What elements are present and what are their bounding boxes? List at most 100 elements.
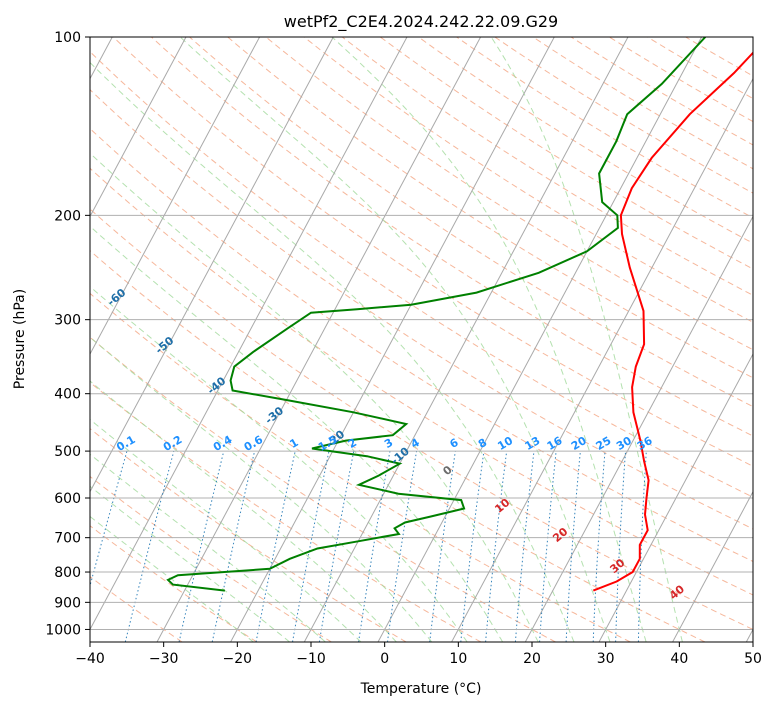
plot-frame [89, 36, 754, 643]
y-tick-label: 1000 [45, 622, 81, 638]
mixing-ratio-line [485, 451, 508, 642]
dry-adiabat [90, 208, 753, 630]
isotherm [90, 37, 261, 356]
moist-adiabat [90, 380, 397, 642]
isotherm [303, 37, 629, 642]
mixing-ratio-label: 36 [635, 434, 655, 453]
moist-adiabat [90, 418, 362, 642]
temperature-line [592, 51, 753, 592]
dry-adiabat [685, 37, 753, 77]
y-tick-label: 600 [54, 491, 81, 507]
mixing-ratio-label: 25 [594, 434, 614, 453]
mixing-ratio-line [514, 451, 535, 642]
isotherm [377, 37, 703, 642]
moist-adiabat [90, 285, 468, 642]
y-tick-label: 500 [54, 444, 81, 460]
dry-adiabat [90, 127, 753, 563]
isotherm [672, 490, 753, 642]
mixing-ratio-line [539, 451, 557, 642]
y-tick-label: 300 [54, 313, 81, 329]
dry-adiabat [265, 37, 753, 351]
dry-adiabat [90, 475, 332, 642]
mixing-ratio-line [178, 450, 225, 642]
dry-adiabat [90, 525, 258, 642]
dry-adiabat [90, 576, 183, 642]
mixing-ratio-line [429, 451, 456, 642]
x-tick-label: 50 [744, 651, 762, 667]
dry-adiabat [90, 51, 753, 498]
mixing-ratio-line [460, 451, 485, 642]
mixing-ratio-label: 20 [569, 434, 589, 453]
profile-series [166, 37, 753, 592]
isotherm [745, 628, 753, 642]
mixing-ratio-label: 10 [495, 434, 515, 453]
moist-adiabat [90, 61, 575, 642]
x-tick-label: 0 [380, 651, 389, 667]
isotherm [90, 37, 187, 218]
moist-adiabat [90, 225, 504, 642]
dry-adiabat [90, 336, 556, 642]
isotherm [598, 353, 753, 642]
mixing-ratio-line [615, 451, 627, 642]
y-tick-label: 100 [54, 30, 81, 46]
moist-adiabat [90, 485, 290, 642]
isotherm-label: -80 [14, 181, 38, 204]
x-tick-label: −20 [223, 651, 253, 667]
y-axis-ticks: 100 200 300 400 500 600 700 800 900 1000 [45, 30, 90, 638]
x-axis-label: Temperature (°C) [360, 681, 482, 697]
y-tick-label: 700 [54, 531, 81, 547]
mixing-ratio-line [255, 450, 296, 642]
moist-adiabat [90, 453, 326, 642]
dewpoint-line [166, 37, 707, 592]
x-tick-label: 10 [449, 651, 467, 667]
chart-title: wetPf2_C2E4.2024.242.22.09.G29 [284, 12, 558, 32]
x-tick-label: 30 [597, 651, 615, 667]
mixing-ratio-line [124, 450, 175, 642]
isotherm [90, 37, 408, 631]
moist-adiabat [90, 336, 433, 642]
moist-adiabat [90, 152, 539, 642]
mixing-ratio-line [90, 450, 128, 588]
dry-adiabat [647, 37, 753, 100]
x-tick-label: 20 [523, 651, 541, 667]
dry-adiabat [90, 292, 631, 642]
dry-adiabat [90, 381, 482, 642]
background-lines [90, 37, 753, 642]
dry-adiabat [380, 37, 753, 270]
isotherm [230, 37, 555, 642]
y-tick-label: 200 [54, 208, 81, 224]
dry-adiabat [90, 250, 706, 642]
y-tick-label: 900 [54, 595, 81, 611]
dry-adiabat [90, 427, 407, 642]
y-tick-label: 400 [54, 387, 81, 403]
mixing-ratio-line [565, 451, 581, 642]
mixing-ratio-label: 2 [346, 436, 359, 451]
dry-adiabat [532, 37, 753, 170]
mixing-ratio-label: 1 [287, 436, 300, 451]
x-tick-label: −30 [149, 651, 179, 667]
moist-adiabat [179, 37, 611, 642]
mixing-ratio-line [358, 451, 391, 642]
dry-adiabat [341, 37, 753, 296]
mixing-ratio-line [211, 450, 256, 642]
dry-adiabat [609, 37, 753, 123]
y-axis-label: Pressure (hPa) [12, 289, 28, 389]
mixing-ratio-label: 3 [382, 436, 395, 451]
isotherm [90, 37, 334, 493]
dry-adiabat [570, 37, 753, 146]
isotherm-label: 40 [667, 582, 687, 602]
moist-adiabat [331, 37, 647, 642]
x-tick-label: −10 [296, 651, 326, 667]
dry-adiabat [151, 37, 753, 437]
isotherm-label: 10 [492, 496, 512, 516]
mixing-ratio-line [592, 451, 606, 642]
isotherm [451, 77, 753, 642]
moist-adiabat [490, 37, 683, 642]
y-tick-label: 800 [54, 565, 81, 581]
dry-adiabat [303, 37, 753, 323]
x-axis-ticks: −40 −30 −20 −10 0 10 20 30 40 50 [75, 642, 762, 667]
x-tick-label: −40 [75, 651, 105, 667]
mixing-ratio-label: 4 [409, 436, 422, 451]
isotherm-label: -70 [58, 235, 82, 258]
